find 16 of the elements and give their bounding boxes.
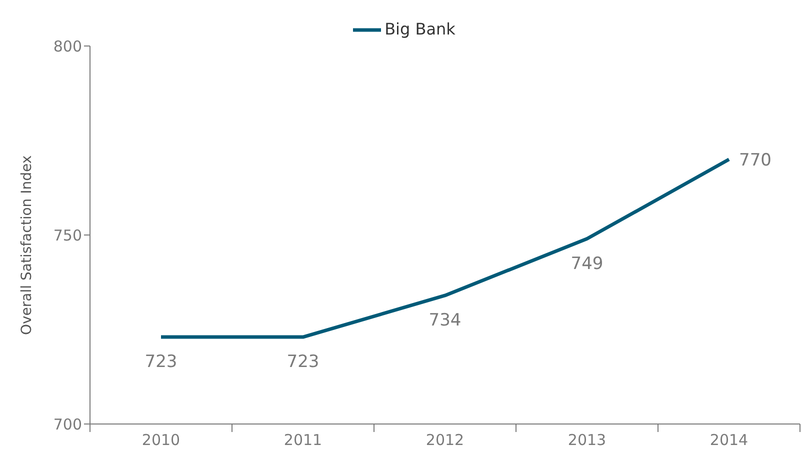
data-label: 749: [570, 254, 604, 274]
legend-label: Big Bank: [384, 19, 456, 38]
data-label: 734: [428, 310, 462, 330]
y-tick-label: 700: [53, 415, 82, 434]
y-tick-label: 800: [53, 37, 82, 56]
x-tick-label: 2013: [568, 431, 606, 449]
x-tick-label: 2011: [284, 431, 322, 449]
y-tick-label: 750: [53, 226, 82, 244]
x-tick-label: 2012: [426, 431, 464, 449]
x-tick-label: 2010: [142, 431, 180, 449]
line-series: [159, 158, 731, 339]
data-label: 723: [144, 352, 178, 372]
y-axis-title: Overall Satisfaction Index: [18, 155, 35, 335]
data-label: 770: [739, 150, 772, 170]
data-label: 723: [286, 352, 320, 372]
x-tick-label: 2014: [710, 431, 748, 449]
